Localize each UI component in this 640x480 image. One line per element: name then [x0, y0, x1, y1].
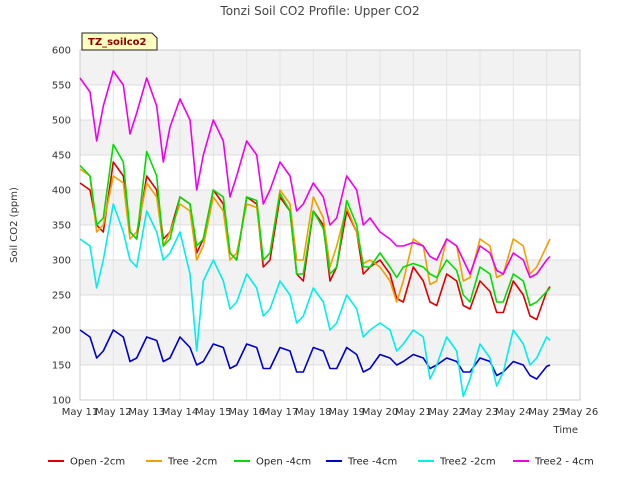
x-tick-label: May 22: [428, 407, 465, 418]
chart-title: Tonzi Soil CO2 Profile: Upper CO2: [219, 4, 419, 18]
plot-band: [80, 330, 580, 365]
legend-label: Open -4cm: [256, 457, 311, 468]
y-tick-label: 600: [52, 46, 71, 57]
plot-band: [80, 50, 580, 85]
y-tick-label: 350: [52, 221, 71, 232]
x-tick-label: May 25: [528, 407, 565, 418]
dataset-badge: TZ_soilco2: [81, 32, 158, 51]
x-tick-label: May 16: [228, 407, 265, 418]
badge-box: [81, 32, 158, 51]
y-tick-label: 300: [52, 256, 71, 267]
x-tick-label: May 11: [62, 407, 99, 418]
y-tick-labels: 100 150 200 250 300 350 400 450 500 550 600: [52, 46, 71, 407]
legend-label: Open -2cm: [70, 457, 125, 468]
y-tick-label: 150: [52, 361, 71, 372]
series-line-5: [79, 203, 551, 398]
y-tick-label: 100: [52, 396, 71, 407]
series-line-4: [79, 329, 551, 380]
series-line-6: [79, 70, 551, 279]
x-axis-title: Time: [553, 425, 578, 436]
series-lines: [79, 70, 551, 398]
y-tick-label: 250: [52, 291, 71, 302]
legend-label: Tree -2cm: [167, 457, 217, 468]
series-line-3: [79, 143, 551, 307]
legend-label: Tree -4cm: [347, 457, 397, 468]
plot-band: [80, 120, 580, 155]
y-tick-label: 450: [52, 151, 71, 162]
plot-frame: [79, 49, 581, 401]
plot-band: [80, 85, 580, 120]
x-tick-label: May 24: [495, 407, 532, 418]
x-tick-label: May 26: [562, 407, 599, 418]
legend-label: Tree2 -2cm: [439, 457, 496, 468]
legend: Open -2cm Tree -2cm Open -4cm Tree -4cm Tree…: [48, 457, 594, 468]
y-axis-title: Soil CO2 (ppm): [9, 187, 20, 263]
x-tick-label: May 12: [95, 407, 132, 418]
plot-band: [80, 295, 580, 330]
x-tick-label: May 19: [328, 407, 365, 418]
y-tick-label: 400: [52, 186, 71, 197]
x-tick-label: May 17: [262, 407, 299, 418]
plot-band: [80, 190, 580, 225]
x-tick-label: May 23: [462, 407, 499, 418]
x-tick-label: May 13: [128, 407, 165, 418]
badge-label: TZ_soilco2: [88, 37, 147, 48]
legend-label: Tree2 - 4cm: [534, 457, 594, 468]
x-tick-label: May 18: [295, 407, 332, 418]
x-tick-label: May 20: [362, 407, 399, 418]
y-tick-label: 500: [52, 116, 71, 127]
x-tick-label: May 15: [195, 407, 232, 418]
x-tick-label: May 21: [395, 407, 432, 418]
x-tick-label: May 14: [162, 407, 199, 418]
y-tick-label: 200: [52, 326, 71, 337]
y-tick-label: 550: [52, 81, 71, 92]
